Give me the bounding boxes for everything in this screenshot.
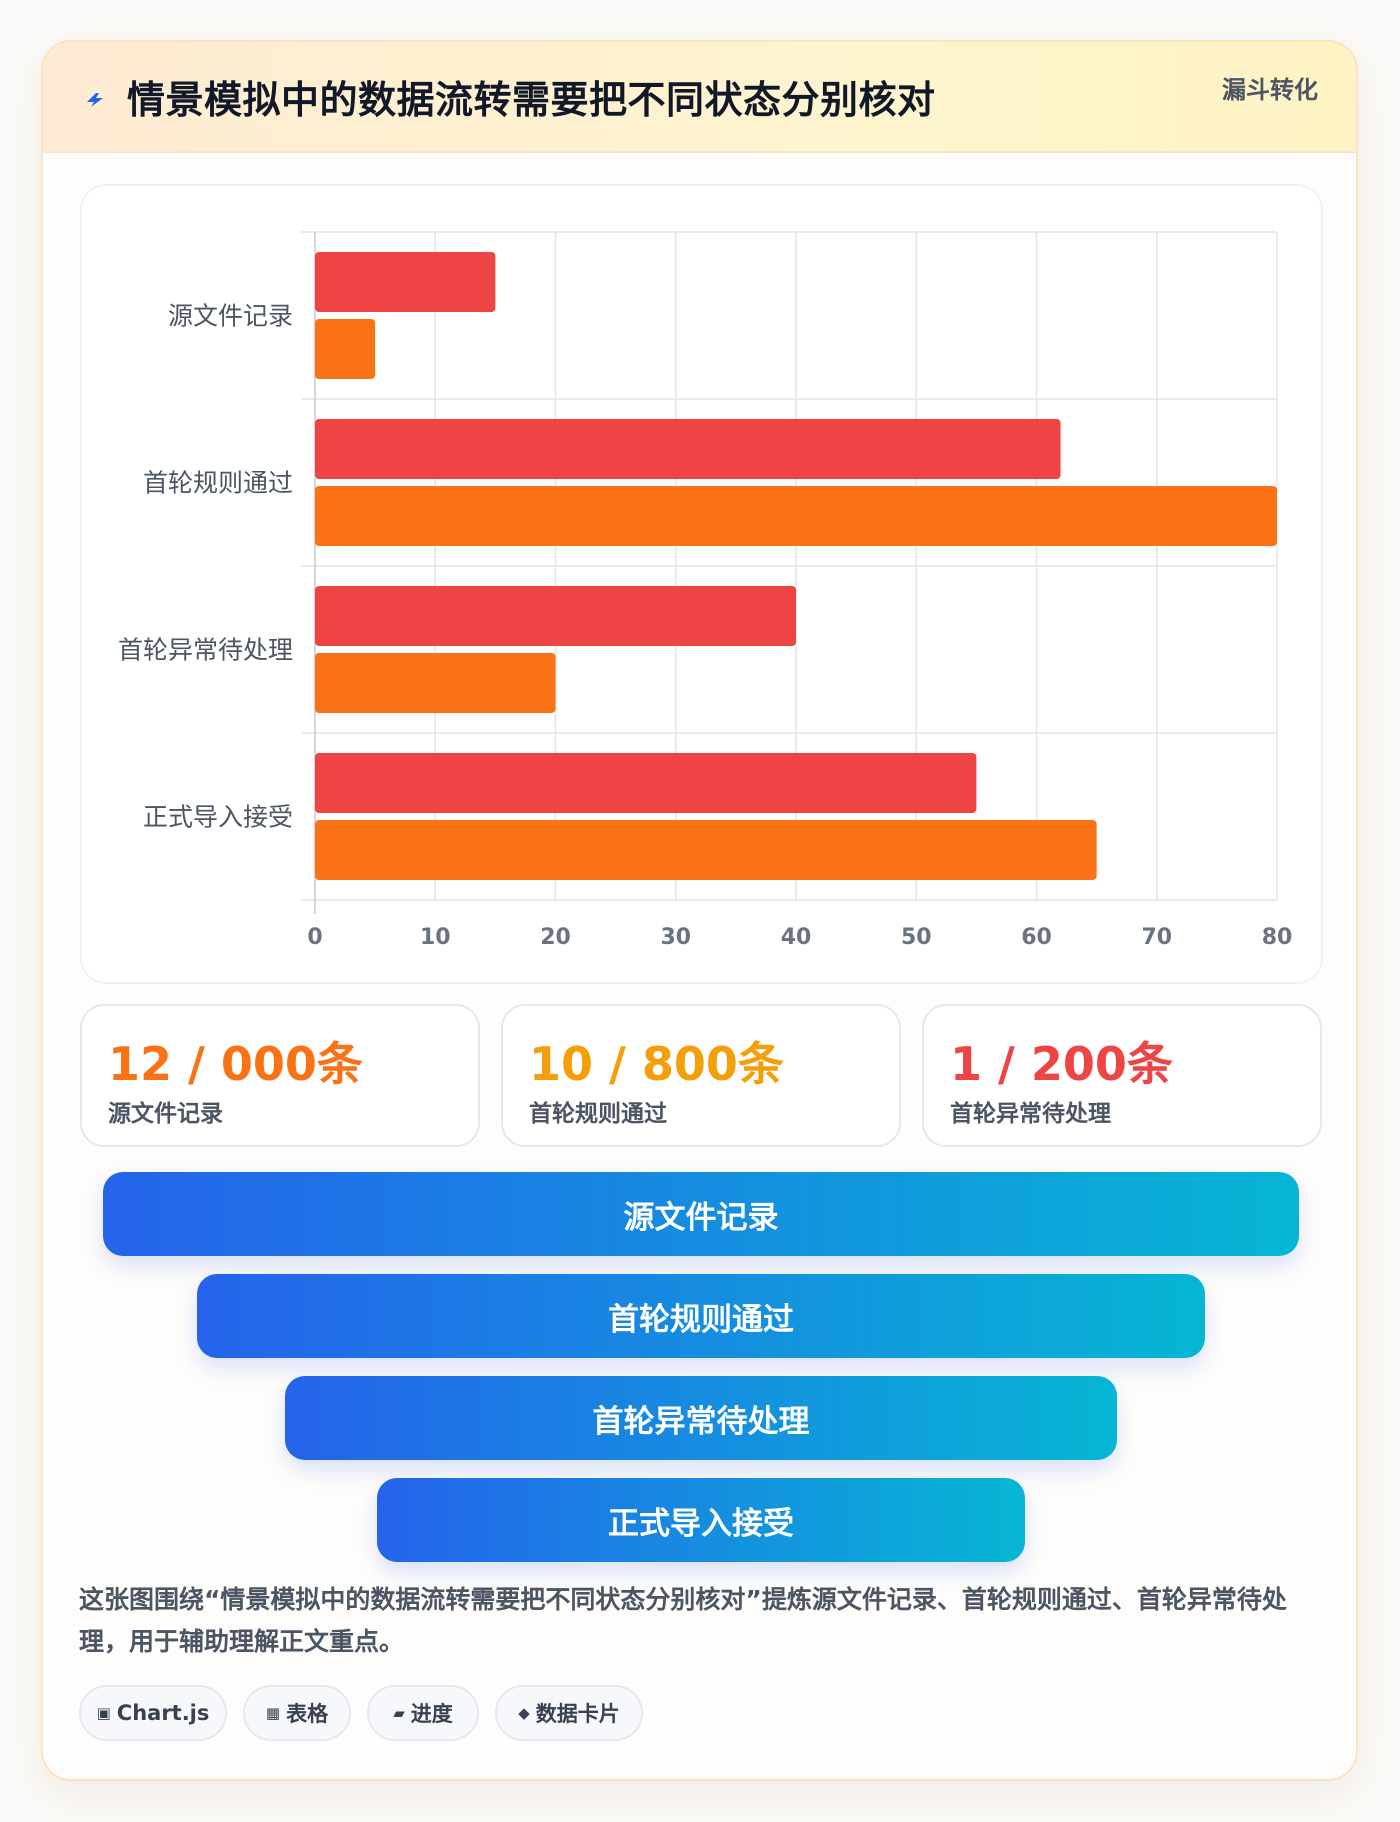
y-category-label: 源文件记录 bbox=[168, 302, 293, 331]
chip-label: Chart.js bbox=[116, 1701, 210, 1725]
bar bbox=[315, 319, 376, 379]
stat-card-source: 12 / 000条 源文件记录 bbox=[80, 1004, 480, 1147]
chip-label: 进度 bbox=[410, 1702, 453, 1726]
stat-label: 首轮异常待处理 bbox=[950, 1101, 1111, 1127]
stat-value: 1 / 200条 bbox=[950, 1037, 1173, 1091]
lightning-icon bbox=[87, 93, 103, 107]
x-tick-label: 0 bbox=[307, 925, 322, 950]
chip-table[interactable]: ▦ 表格 bbox=[243, 1685, 351, 1741]
stat-value: 12 / 000条 bbox=[108, 1037, 363, 1091]
stat-label: 首轮规则通过 bbox=[529, 1101, 667, 1127]
y-category-label: 首轮异常待处理 bbox=[118, 636, 293, 665]
chart-type-tag: 漏斗转化 bbox=[1222, 76, 1318, 104]
funnel-step-source: 源文件记录 bbox=[103, 1172, 1299, 1256]
bar bbox=[315, 586, 796, 646]
y-category-label: 首轮规则通过 bbox=[143, 469, 293, 498]
stat-card-passed: 10 / 800条 首轮规则通过 bbox=[501, 1004, 901, 1147]
x-tick-label: 80 bbox=[1262, 925, 1293, 950]
x-tick-label: 50 bbox=[901, 925, 932, 950]
x-tick-label: 20 bbox=[540, 925, 571, 950]
funnel-step-passed: 首轮规则通过 bbox=[197, 1274, 1205, 1358]
bar bbox=[315, 486, 1277, 546]
table-icon: ▦ bbox=[265, 1704, 281, 1722]
y-category-label: 正式导入接受 bbox=[143, 803, 293, 832]
x-tick-label: 40 bbox=[781, 925, 812, 950]
chart-icon: ▣ bbox=[96, 1704, 111, 1722]
bar bbox=[315, 820, 1097, 880]
chip-progress[interactable]: ▰ 进度 bbox=[367, 1685, 479, 1741]
x-tick-label: 10 bbox=[420, 925, 451, 950]
chip-chartjs[interactable]: ▣ Chart.js bbox=[79, 1685, 227, 1741]
bar bbox=[315, 753, 977, 813]
card-header: 情景模拟中的数据流转需要把不同状态分别核对 漏斗转化 bbox=[43, 42, 1356, 153]
chip-data-card[interactable]: ◆ 数据卡片 bbox=[495, 1685, 643, 1741]
bar-chart-panel: 0 10 20 30 40 50 60 70 80 源文件记录首轮规则通过首轮异常待处理正式导入接… bbox=[80, 184, 1323, 984]
bar bbox=[315, 419, 1061, 479]
bar-chart: 0 10 20 30 40 50 60 70 80 源文件记录首轮规则通过首轮异常待处理正式导入接… bbox=[118, 231, 1293, 950]
stat-card-pending: 1 / 200条 首轮异常待处理 bbox=[922, 1004, 1322, 1147]
report-card: 情景模拟中的数据流转需要把不同状态分别核对 漏斗转化 0 10 20 30 40 50 60… bbox=[41, 40, 1358, 1781]
page-title: 情景模拟中的数据流转需要把不同状态分别核对 bbox=[127, 78, 936, 122]
x-tick-label: 30 bbox=[660, 925, 691, 950]
bar bbox=[315, 252, 496, 312]
stat-value: 10 / 800条 bbox=[529, 1037, 784, 1091]
stat-cards: 12 / 000条 源文件记录 10 / 800条 首轮规则通过 1 / 200… bbox=[80, 1004, 1323, 1149]
x-tick-label: 60 bbox=[1021, 925, 1052, 950]
summary-text: 这张图围绕“情景模拟中的数据流转需要把不同状态分别核对”提炼源文件记录、首轮规则… bbox=[79, 1585, 1287, 1656]
x-tick-label: 70 bbox=[1141, 925, 1172, 950]
bar bbox=[315, 653, 556, 713]
chip-label: 数据卡片 bbox=[535, 1702, 620, 1726]
data-card-icon: ◆ bbox=[518, 1704, 530, 1722]
progress-icon: ▰ bbox=[393, 1704, 405, 1722]
funnel-step-pending: 首轮异常待处理 bbox=[285, 1376, 1117, 1460]
stat-label: 源文件记录 bbox=[108, 1101, 223, 1127]
funnel-step-accepted: 正式导入接受 bbox=[377, 1478, 1025, 1562]
chip-label: 表格 bbox=[286, 1702, 329, 1726]
